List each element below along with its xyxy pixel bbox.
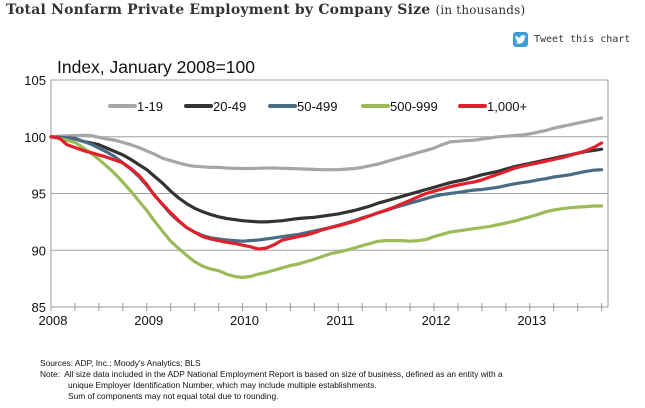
tweet-label: Tweet this chart [534,34,631,45]
series-lines [49,116,604,280]
twitter-bird-icon [513,32,528,47]
tweet-button[interactable]: Tweet this chart [513,32,630,47]
title-main: Total Nonfarm Private Employment by Comp… [6,2,431,18]
note-text-1: Note: All size data included in the ADP … [40,369,503,379]
page-title: Total Nonfarm Private Employment by Comp… [6,2,525,18]
note-text-2: unique Employer Identification Number, w… [68,380,377,390]
y-tick-labels: 85 90 95 100 105 [24,73,46,315]
y-tick-label: 85 [32,300,46,315]
y-tick-label: 100 [24,130,46,145]
sources-text: Sources: ADP, Inc.; Moody's Analytics; B… [40,358,201,368]
x-tick-label: 2010 [230,313,259,328]
chart-notes: Sources: ADP, Inc.; Moody's Analytics; B… [40,358,503,402]
note-text-3: Sum of components may not equal total du… [68,391,279,401]
y-tick-label: 105 [24,73,46,88]
legend-label: 500-999 [390,99,438,114]
x-tick-labels: 2008 2009 2010 2011 2012 2013 [39,313,547,328]
x-tick-label: 2008 [39,313,68,328]
series-line-1-000- [49,135,604,251]
title-units: (in thousands) [435,3,526,17]
axes [50,80,609,311]
legend-label: 1,000+ [487,99,527,114]
x-tick-label: 2013 [517,313,546,328]
x-tick-label: 2009 [134,313,163,328]
legend-label: 20-49 [213,99,246,114]
chart-title: Index, January 2008=100 [57,57,255,77]
x-tick-label: 2011 [326,313,354,328]
series-line-50-499 [49,135,604,243]
series-line-1-19 [49,116,604,172]
y-tick-label: 95 [32,187,46,202]
x-tick-label: 2012 [422,313,451,328]
series-line-20-49 [49,135,604,224]
legend: 1-19 20-49 50-499 500-999 1,000+ [108,99,527,114]
series-line-500-999 [49,135,604,280]
y-tick-label: 90 [32,243,46,258]
legend-label: 1-19 [137,99,163,114]
legend-label: 50-499 [297,99,337,114]
